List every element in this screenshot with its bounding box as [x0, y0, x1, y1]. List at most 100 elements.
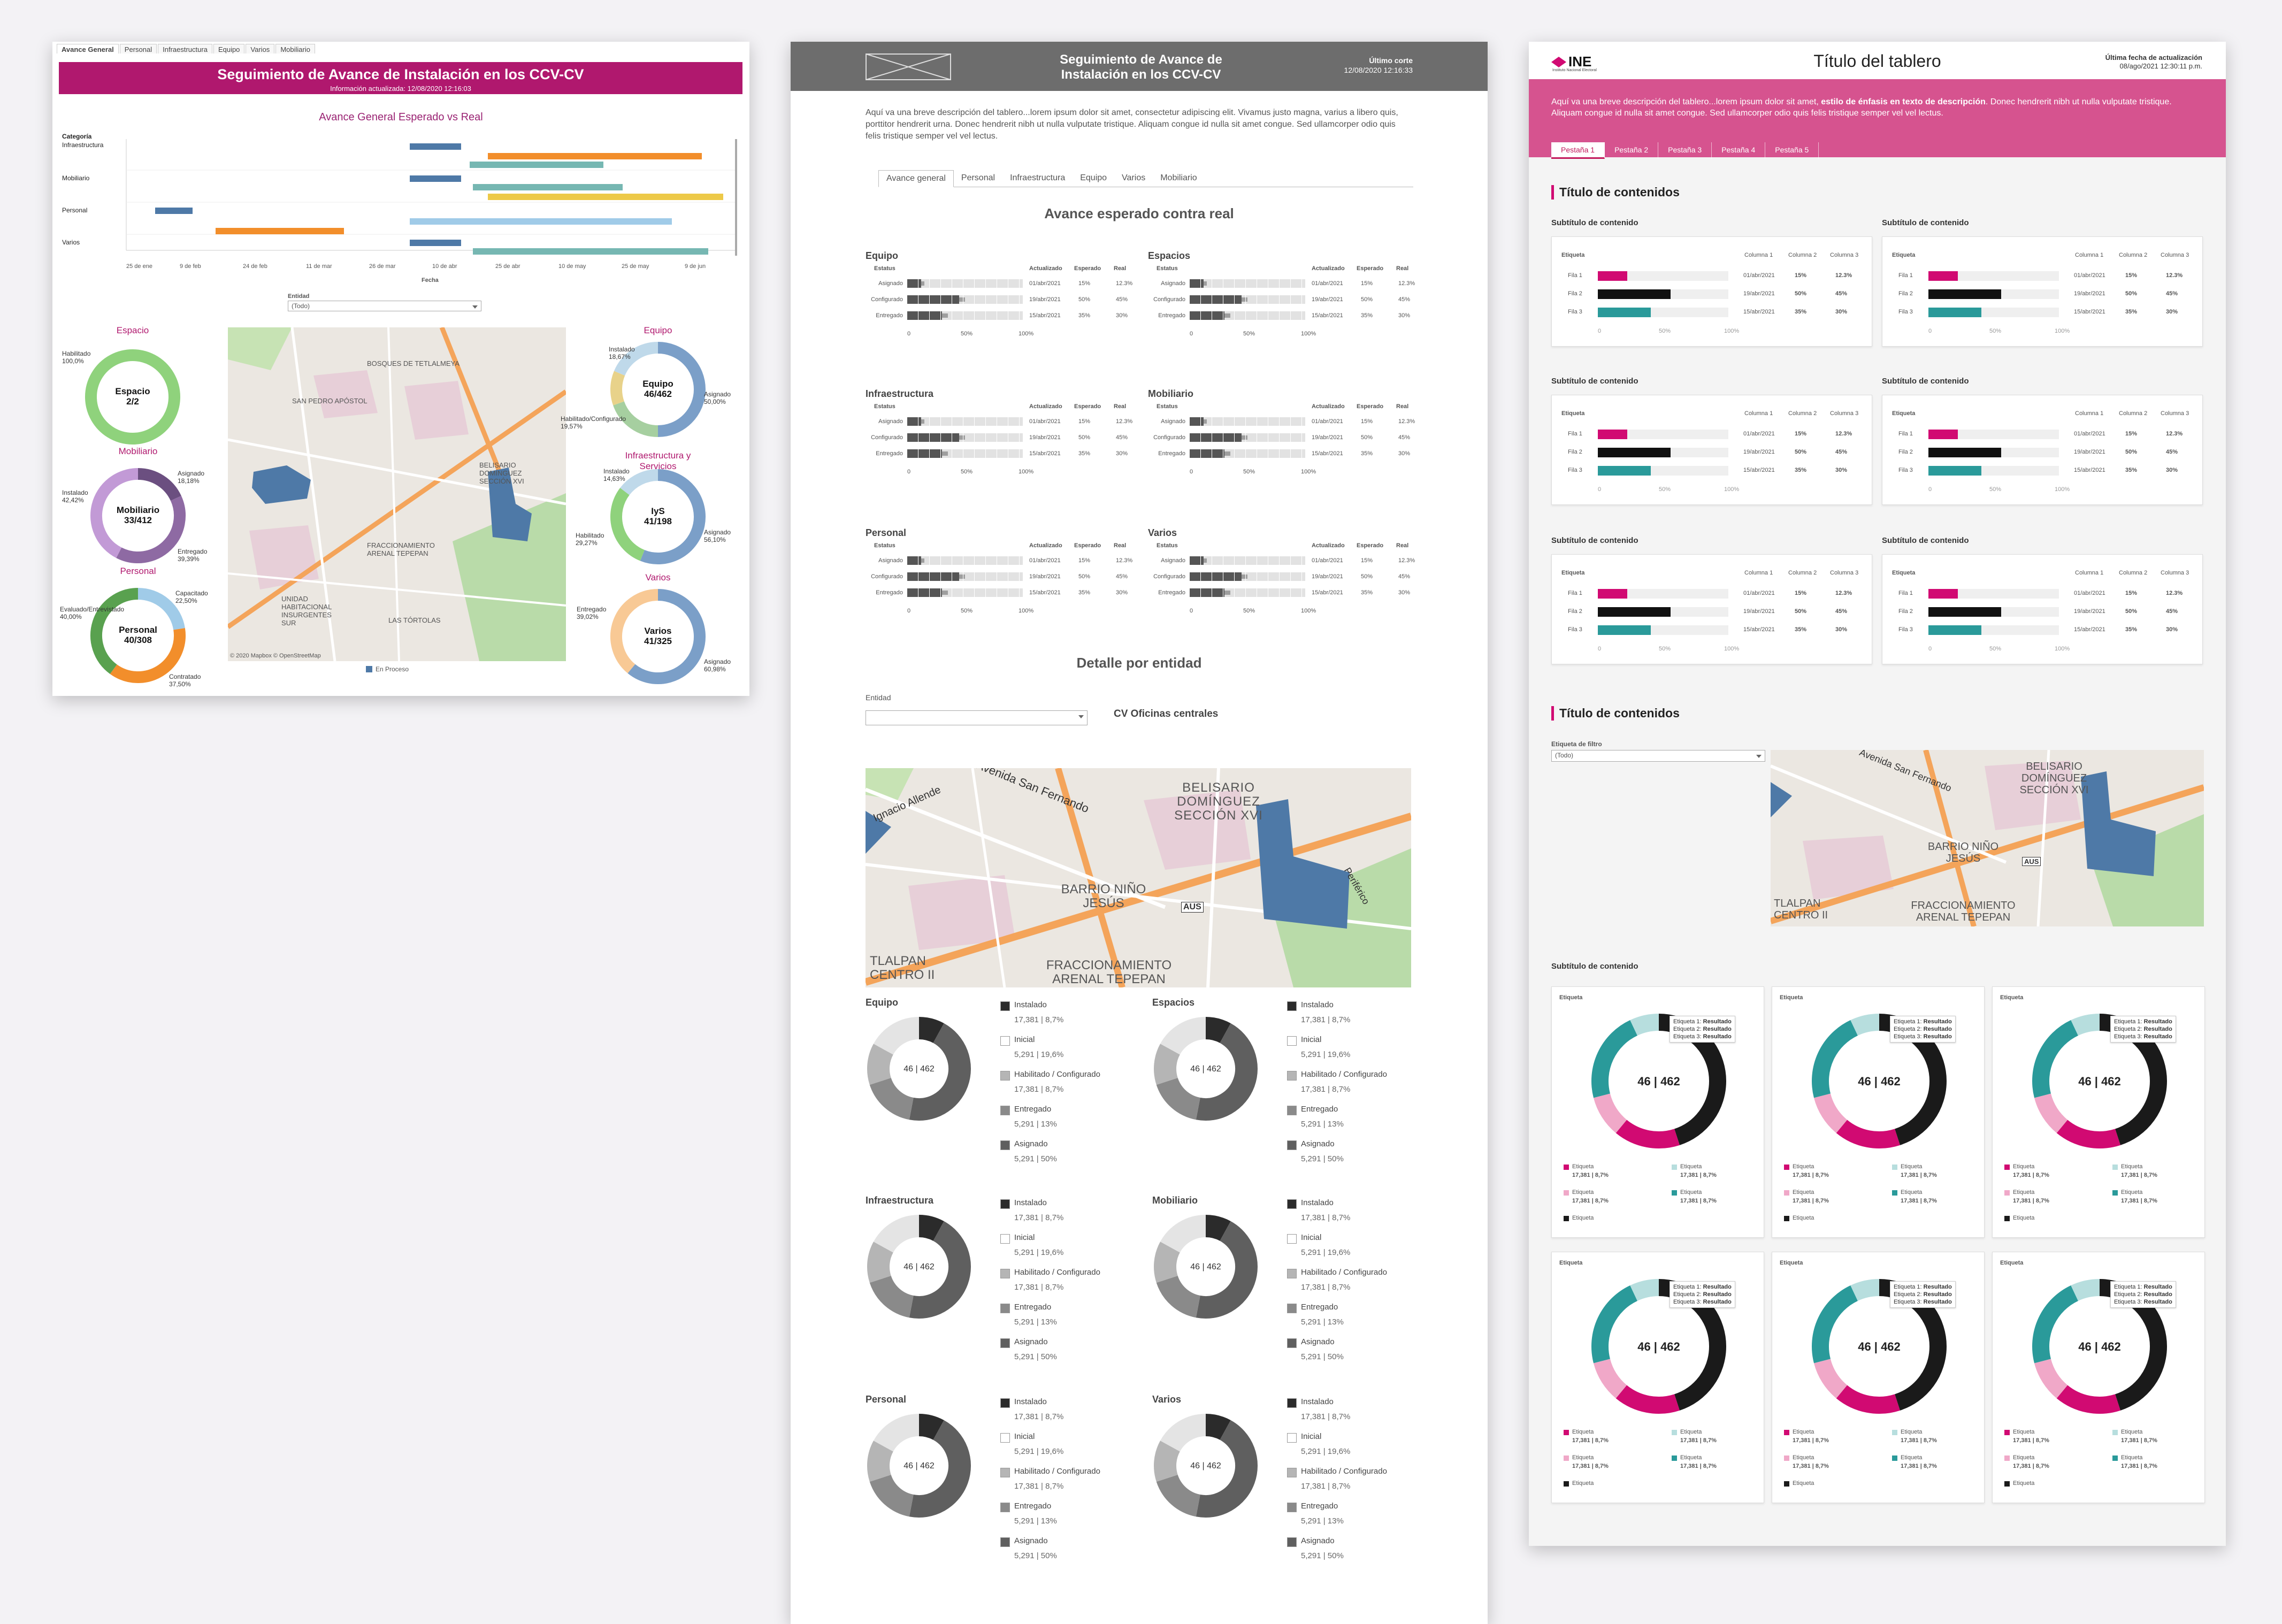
filter-select[interactable]: (Todo) — [1551, 750, 1765, 762]
donut-center-label: 46 | 462 — [903, 1262, 935, 1271]
tab-varios[interactable]: Varios — [246, 44, 275, 53]
legend-value: 17,381 | 8,7% — [1572, 1198, 1609, 1204]
map[interactable]: BOSQUES DE TETLALMEYA BELISARIO DOMÍNGUE… — [228, 327, 566, 661]
donut-segment — [1813, 1358, 1848, 1399]
donut-card: Etiqueta 46 | 462 Etiqueta 1: Resultado Eti… — [1992, 986, 2205, 1238]
column-header: Etiqueta — [1561, 570, 1585, 576]
donut-segment — [1615, 1385, 1680, 1414]
tab-mobiliario[interactable]: Mobiliario — [275, 44, 315, 53]
donut-center-label: 46 | 462 — [1858, 1075, 1901, 1088]
legend-name: Etiqueta — [1572, 1454, 1594, 1461]
tooltip-row: Etiqueta 1: Resultado — [1673, 1018, 1732, 1025]
legend-name: Entregado — [1301, 1303, 1338, 1312]
progress-track — [1598, 430, 1728, 439]
entity-filter-select[interactable]: (Todo) — [288, 301, 481, 311]
progress-track — [1928, 430, 2059, 439]
row-value: 19/abr/2021 — [1743, 449, 1775, 455]
row-value: 30% — [1116, 589, 1128, 596]
tab-avance-general[interactable]: Avance General — [57, 44, 119, 53]
donut-segment — [1812, 1285, 1858, 1363]
donut-title: Equipo — [644, 325, 672, 335]
donut-segment — [2032, 1285, 2079, 1363]
axis-tick: 100% — [2055, 646, 2070, 652]
content-subtitle: Subtítulo de contenido — [1882, 377, 1969, 386]
map-region — [1771, 782, 1792, 817]
tab-pestana-4[interactable]: Pestaña 4 — [1712, 142, 1766, 159]
tooltip-row: Etiqueta 1: Resultado — [1894, 1283, 1952, 1291]
column-header: Esperado — [1357, 542, 1384, 549]
row-value: 45% — [1398, 573, 1411, 580]
legend-name: Instalado — [1301, 1397, 1334, 1406]
tab-pestana-1[interactable]: Pestaña 1 — [1551, 142, 1605, 159]
donut-segment — [1615, 1120, 1680, 1148]
progress-fill — [1598, 289, 1671, 299]
tooltip-value: Resultado — [1703, 1299, 1732, 1305]
tab-personal[interactable]: Personal — [119, 44, 157, 53]
legend-value: 5,291 | 13% — [1301, 1120, 1344, 1129]
donut-title: Personal — [120, 566, 156, 576]
tab-pestana-2[interactable]: Pestaña 2 — [1605, 142, 1659, 159]
wireframe-panel: Seguimiento de Avance de Instalación en … — [791, 42, 1488, 1624]
tab-infraestructura[interactable]: Infraestructura — [158, 44, 212, 53]
tab-equipo[interactable]: Equipo — [213, 44, 245, 53]
row-label: Fila 2 — [1568, 608, 1582, 615]
donut-segment — [110, 628, 186, 683]
legend-value: 5,291 | 19,6% — [1301, 1248, 1351, 1257]
tooltip-value: Resultado — [1703, 1284, 1732, 1290]
donut-segment — [1836, 1385, 1900, 1414]
date-tick: 11 de mar — [306, 263, 332, 270]
tab-equipo[interactable]: Equipo — [1080, 173, 1107, 182]
row-value: 35% — [1795, 309, 1807, 315]
legend-name: Etiqueta — [1572, 1189, 1594, 1196]
ine-logo-sub: Instituto Nacional Electoral — [1552, 68, 1597, 72]
row-value: 15% — [1361, 418, 1373, 425]
tab-mobiliario[interactable]: Mobiliario — [1160, 173, 1197, 182]
column-header: Columna 3 — [2161, 252, 2189, 258]
map-place-label: FRACCIONAMIENTO ARENAL TEPEPAN — [1046, 958, 1172, 986]
legend-swatch — [1672, 1430, 1677, 1435]
tab-pestana-5[interactable]: Pestaña 5 — [1765, 142, 1819, 159]
donut-segment — [137, 588, 185, 630]
axis-tick: 100% — [1301, 608, 1316, 614]
map-region — [2081, 771, 2156, 876]
ine-map[interactable]: BELISARIO DOMÍNGUEZ SECCIÓN XVI BARRIO N… — [1771, 750, 2204, 926]
row-value: 50% — [1078, 296, 1091, 303]
desc-text: . Donec hendrerit nibh ut nulla vulputat… — [1551, 97, 2172, 118]
tab-avance-general[interactable]: Avance general — [878, 170, 954, 187]
donut-segment — [116, 496, 186, 563]
tooltip-key: Etiqueta 1: — [1894, 1018, 1924, 1025]
gantt-bar — [473, 184, 623, 190]
donut-chart — [85, 349, 180, 445]
entity-select[interactable] — [866, 710, 1088, 725]
donut-segment — [85, 349, 180, 445]
content-subtitle: Subtítulo de contenido — [1551, 377, 1638, 386]
tooltip-value: Resultado — [1923, 1026, 1952, 1032]
axis-tick: 100% — [1019, 469, 1034, 475]
row-value: 35% — [2125, 309, 2138, 315]
column-header: Estatus — [1157, 265, 1178, 272]
donut-chart — [610, 342, 706, 437]
tab-infraestructura[interactable]: Infraestructura — [1010, 173, 1066, 182]
row-value: 50% — [1078, 434, 1091, 441]
donut-segment — [869, 1474, 914, 1517]
tab-pestana-3[interactable]: Pestaña 3 — [1658, 142, 1712, 159]
row-value: 30% — [2166, 467, 2178, 473]
tab-varios[interactable]: Varios — [1122, 173, 1146, 182]
donut-segment — [90, 468, 139, 558]
gantt-bar — [410, 218, 672, 225]
legend-value: 17,381 | 8,7% — [1301, 1482, 1351, 1491]
legend-name: Asignado — [1014, 1139, 1048, 1148]
legend-value: 17,381 | 8,7% — [1014, 1085, 1064, 1094]
row-value: 12.3% — [1835, 431, 1852, 437]
date-tick: 10 de may — [558, 263, 586, 270]
legend-value: 17,381 | 8,7% — [1793, 1437, 1829, 1444]
axis-tick: 0 — [1190, 608, 1193, 614]
tooltip-row: Etiqueta 1: Resultado — [1673, 1283, 1732, 1291]
tooltip-row: Etiqueta 1: Resultado — [2114, 1018, 2172, 1025]
legend-swatch — [2112, 1456, 2118, 1461]
legend-value: 17,381 | 8,7% — [2013, 1463, 2049, 1469]
tooltip: Etiqueta 1: Resultado Etiqueta 2: Resulta… — [1890, 1281, 1956, 1308]
tab-personal[interactable]: Personal — [961, 173, 995, 182]
entity-map[interactable]: Avenida San Fernando BELISARIO DOMÍNGUEZ… — [866, 768, 1411, 987]
donut-segment — [610, 589, 658, 673]
